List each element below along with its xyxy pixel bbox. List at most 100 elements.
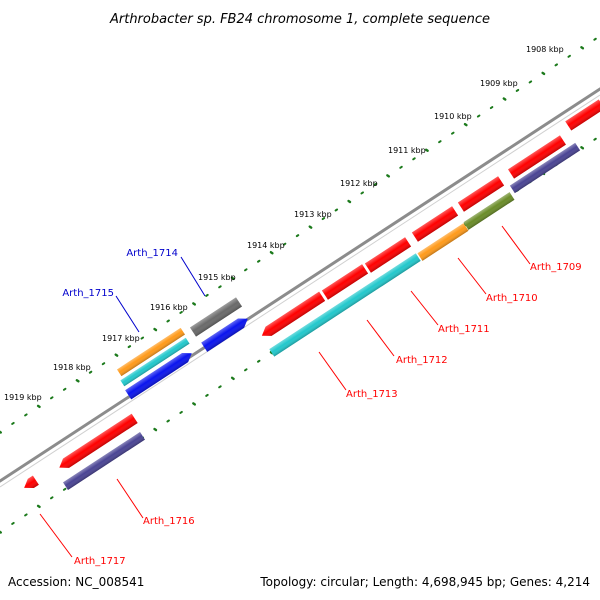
- callout-line: [457, 257, 487, 295]
- gene-label-arth-1717[interactable]: Arth_1717: [74, 556, 126, 567]
- accession-text: Accession: NC_008541: [8, 575, 144, 589]
- ruler-dot: [502, 97, 507, 101]
- ruler-dot: [88, 370, 93, 374]
- ruler-dot: [36, 404, 41, 409]
- ruler-dot: [244, 268, 248, 272]
- gene-label-arth-1715[interactable]: Arth_1715: [62, 288, 114, 299]
- callout-line: [116, 478, 144, 519]
- ruler-upper: [0, 37, 597, 434]
- ruler-dot: [179, 310, 183, 314]
- ruler-dot: [11, 521, 15, 525]
- ruler-dot: [205, 393, 209, 397]
- ruler-dot: [515, 88, 520, 92]
- ruler-labels: 1908 kbp 1909 kbp 1910 kbp 1911 kbp 1912 kbp…: [4, 45, 564, 402]
- feature-arth-1714[interactable]: [189, 297, 243, 337]
- ruler-dot: [49, 496, 54, 500]
- ruler-label: 1912 kbp: [340, 179, 378, 188]
- gene-callouts: Arth_1709 Arth_1710 Arth_1711 Arth_1712 Arth…: [39, 225, 582, 567]
- ruler-label: 1917 kbp: [102, 334, 140, 343]
- ruler-dot: [205, 293, 209, 297]
- gene-label-arth-1713[interactable]: Arth_1713: [346, 389, 398, 400]
- ruler-dot: [166, 319, 170, 323]
- ruler-dot: [476, 114, 481, 118]
- ruler-label: 1914 kbp: [247, 241, 285, 250]
- ruler-dot: [593, 137, 597, 141]
- gene-arth-1709[interactable]: [509, 142, 581, 194]
- ruler-dot: [166, 419, 170, 423]
- callout-line: [366, 319, 395, 357]
- misc-arth-1715b[interactable]: [120, 337, 190, 387]
- cds-arth-1709[interactable]: [457, 176, 505, 212]
- ruler-dot: [0, 430, 2, 434]
- ruler-dot: [192, 302, 196, 306]
- callout-line: [501, 225, 531, 265]
- cds-arth-1714[interactable]: [201, 314, 251, 352]
- gene-label-arth-1710[interactable]: Arth_1710: [486, 293, 538, 304]
- cds-arth-1716[interactable]: [56, 413, 138, 472]
- cds-arth-1708[interactable]: [565, 99, 600, 131]
- gene-label-arth-1711[interactable]: Arth_1711: [438, 324, 490, 335]
- ruler-dot: [580, 46, 585, 50]
- ruler-label: 1911 kbp: [388, 146, 426, 155]
- ruler-label: 1910 kbp: [434, 112, 472, 121]
- ruler-label: 1919 kbp: [4, 393, 42, 402]
- ruler-dot: [114, 353, 119, 357]
- ruler-dot: [127, 345, 132, 349]
- callout-line: [115, 295, 140, 333]
- gene-label-arth-1712[interactable]: Arth_1712: [396, 355, 448, 366]
- ruler-dot: [49, 396, 54, 400]
- cds-arth-1713[interactable]: [259, 291, 326, 341]
- ruler-dot: [36, 504, 41, 509]
- ruler-dot: [593, 37, 597, 41]
- ruler-dot: [463, 122, 468, 127]
- ruler-dot: [256, 259, 261, 263]
- ruler-dot: [321, 217, 326, 221]
- ruler-dot: [101, 362, 106, 366]
- ruler-dot: [75, 379, 80, 383]
- gene-label-arth-1716[interactable]: Arth_1716: [143, 516, 195, 527]
- callout-line: [39, 513, 73, 558]
- backbone: [0, 87, 600, 488]
- ruler-dot: [11, 421, 15, 425]
- ruler-dot: [140, 336, 145, 340]
- ruler-dot: [218, 385, 222, 389]
- misc-arth-1712-1713[interactable]: [269, 253, 421, 357]
- callout-line: [410, 290, 439, 326]
- ruler-dot: [489, 106, 494, 110]
- cds-arth-1715[interactable]: [125, 349, 195, 400]
- misc-arth-1710[interactable]: [463, 192, 515, 230]
- ruler-dot: [386, 174, 391, 178]
- cds-arth-1711[interactable]: [364, 237, 412, 273]
- ruler-dot: [295, 234, 300, 238]
- ruler-dot: [360, 191, 364, 195]
- gene-label-arth-1714[interactable]: Arth_1714: [126, 248, 178, 259]
- cds-arth-1710[interactable]: [411, 206, 459, 242]
- gene-arth-1716[interactable]: [63, 432, 145, 490]
- ruler-label: 1909 kbp: [480, 79, 518, 88]
- misc-arth-1715[interactable]: [117, 327, 185, 377]
- features: [21, 99, 600, 493]
- map-title: Arthrobacter sp. FB24 chromosome 1, comp…: [109, 12, 490, 27]
- ruler-label: 1913 kbp: [294, 210, 332, 219]
- ruler-dot: [230, 376, 235, 381]
- ruler-label: 1916 kbp: [150, 303, 188, 312]
- callout-line: [318, 351, 347, 391]
- gene-label-arth-1709[interactable]: Arth_1709: [530, 262, 582, 273]
- misc-arth-1711[interactable]: [417, 223, 469, 261]
- ruler-dot: [308, 225, 313, 229]
- ruler-dot: [244, 368, 248, 372]
- ruler-dot: [230, 276, 235, 281]
- ruler-dot: [153, 427, 158, 432]
- cds-arth-1709b[interactable]: [508, 135, 566, 179]
- cds-arth-1712[interactable]: [321, 264, 369, 300]
- ruler-dot: [541, 71, 546, 76]
- cds-arth-1717[interactable]: [21, 475, 39, 493]
- ruler-dot: [192, 402, 196, 406]
- ruler-dot: [424, 148, 429, 152]
- ruler-dot: [438, 140, 442, 144]
- ruler-dot: [24, 513, 28, 517]
- ruler-dot: [412, 157, 416, 161]
- ruler-dot: [554, 63, 559, 67]
- ruler-dot: [528, 80, 533, 84]
